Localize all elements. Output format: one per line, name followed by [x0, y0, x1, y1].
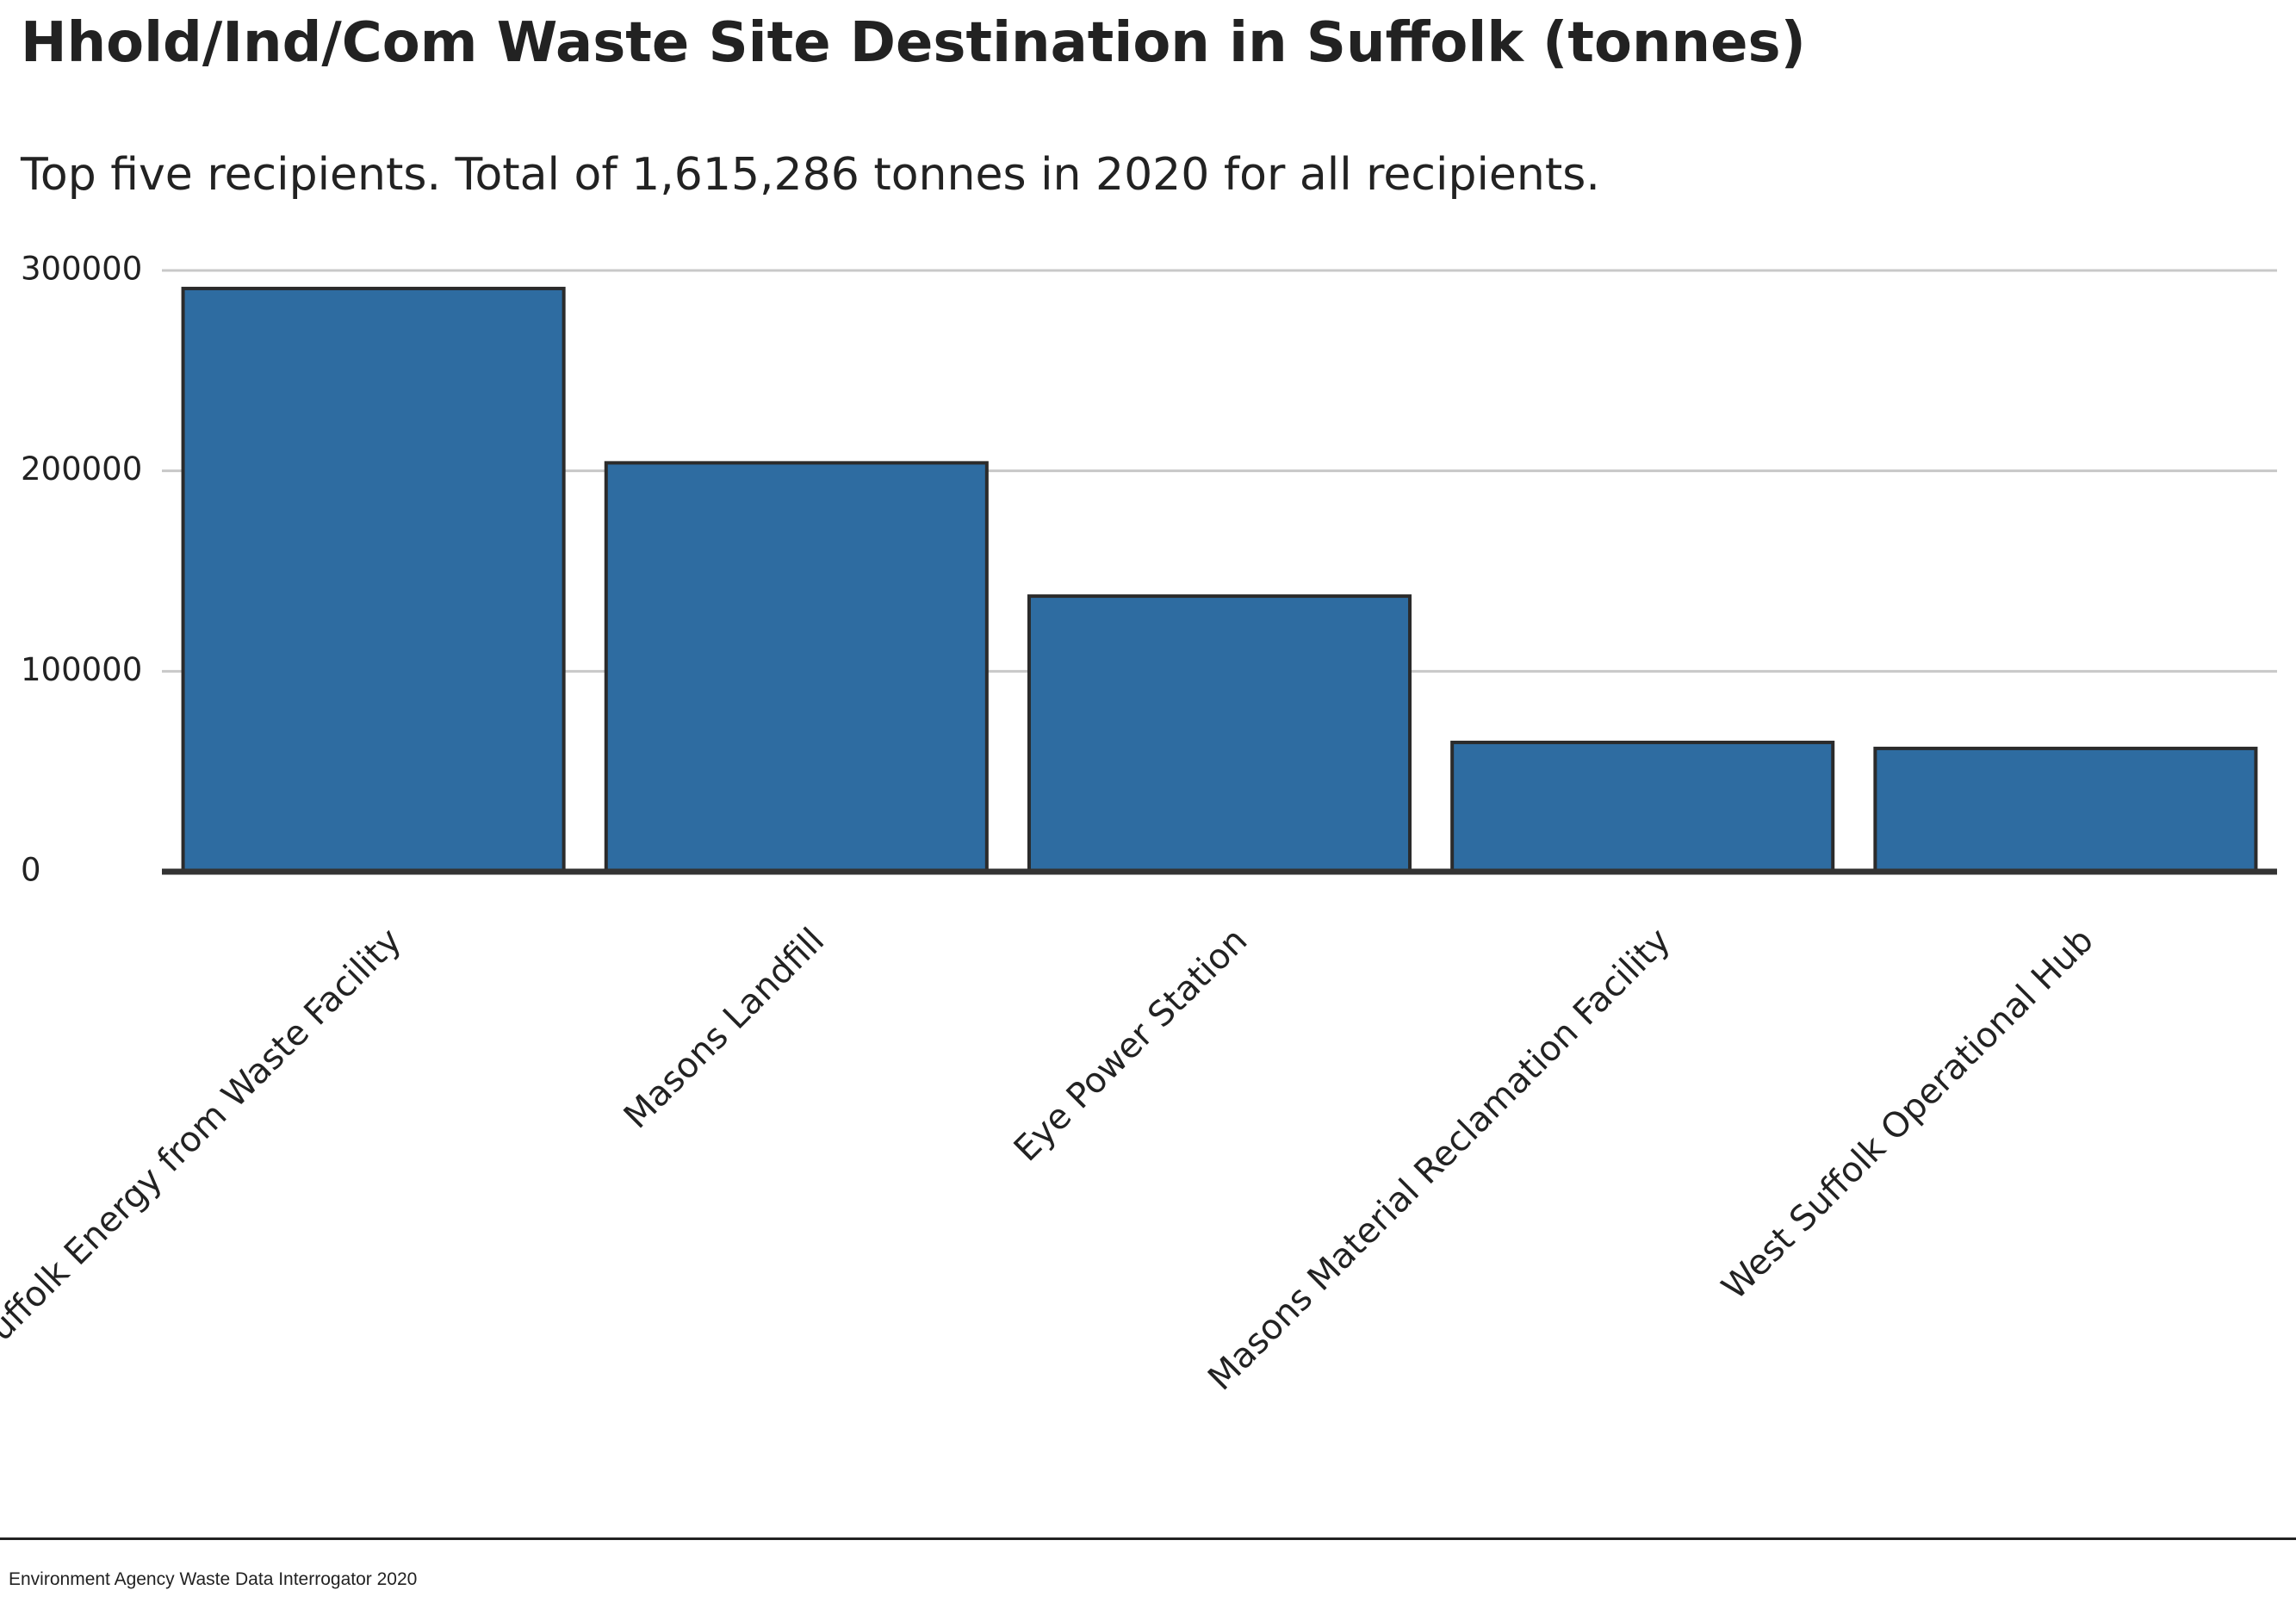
- bar: [181, 286, 566, 873]
- x-axis-category-labels: Suffolk Energy from Waste Facility Masons…: [0, 921, 2101, 1398]
- x-tick-label: Suffolk Energy from Waste Facility: [0, 921, 409, 1364]
- x-tick-label: Masons Material Reclamation Facility: [1201, 921, 1678, 1398]
- bar: [1450, 740, 1835, 873]
- chart-subtitle: Top five recipients. Total of 1,615,286 …: [21, 149, 1600, 201]
- y-tick-label: 100000: [21, 651, 142, 688]
- bar: [1873, 746, 2258, 873]
- x-tick-label: Masons Landfill: [617, 921, 832, 1136]
- x-tick-label: Eye Power Station: [1007, 921, 1256, 1170]
- y-tick-label: 300000: [21, 251, 142, 288]
- bars: [181, 286, 2258, 873]
- y-tick-label: 200000: [21, 450, 142, 488]
- bar: [604, 461, 989, 873]
- x-tick-label: West Suffolk Operational Hub: [1715, 921, 2101, 1308]
- y-tick-label: 0: [21, 852, 41, 889]
- y-axis-tick-labels: 0 100000 200000 300000: [21, 251, 142, 889]
- bar: [1027, 594, 1412, 873]
- chart-title: Hhold/Ind/Com Waste Site Destination in …: [21, 11, 1806, 75]
- footer-divider: [0, 1537, 2296, 1540]
- source-note: Environment Agency Waste Data Interrogat…: [9, 1569, 418, 1589]
